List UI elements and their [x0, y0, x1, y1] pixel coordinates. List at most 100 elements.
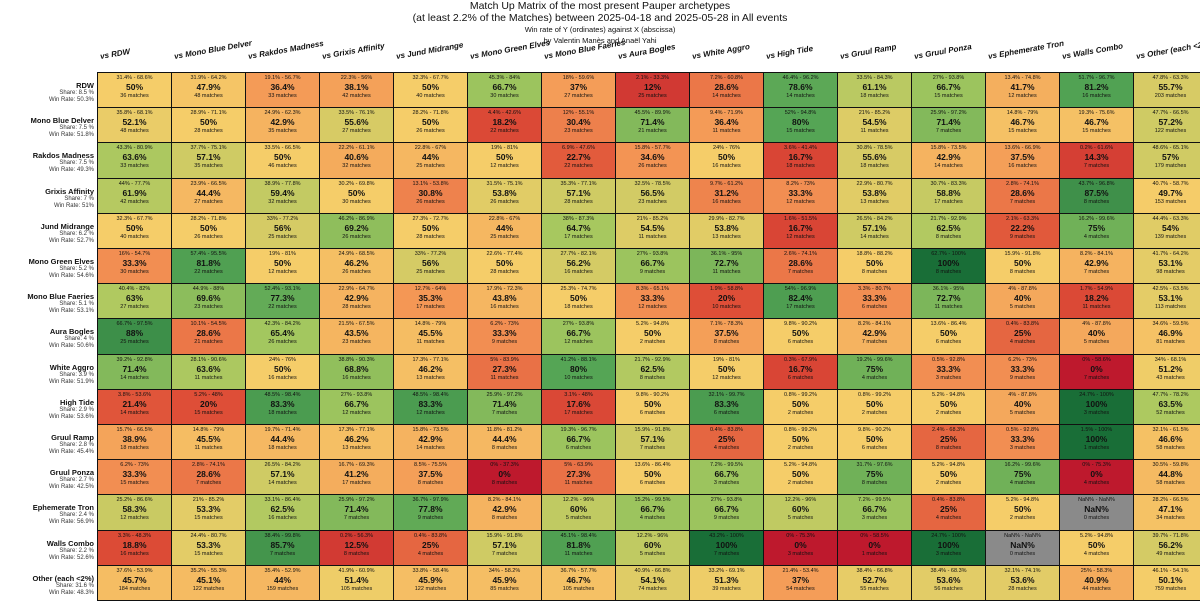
cell-win-rate: 50% [125, 222, 143, 233]
cell-win-rate: 46.2% [418, 363, 443, 374]
matchup-cell: 21.4% - 53.4% 37% 54 matches [763, 564, 838, 601]
cell-match-count: 7 matches [269, 550, 296, 557]
matchup-cell: 51.7% - 96.7% 81.2% 16 matches [1059, 72, 1134, 109]
cell-match-count: 8 matches [935, 445, 962, 451]
cell-match-count: 11 matches [638, 233, 667, 240]
cell-win-rate: 83.3% [418, 398, 443, 409]
cell-win-rate: 54% [1161, 222, 1179, 233]
cell-win-rate: 83.3% [714, 398, 739, 409]
cell-win-rate: 12.5% [344, 539, 369, 550]
cell-match-count: 18 matches [786, 163, 815, 170]
cell-confidence-interval: 3.8% - 53.6% [117, 391, 152, 398]
cell-confidence-interval: 22.6% - 77.4% [486, 251, 523, 257]
cell-confidence-interval: 43.2% - 100% [709, 532, 744, 539]
cell-match-count: 12 matches [712, 374, 741, 381]
cell-win-rate: 55.6% [862, 152, 887, 163]
matchup-cell: 38.8% - 90.3% 68.8% 16 matches [319, 353, 394, 390]
cell-match-count: 6 matches [861, 304, 888, 311]
row-name: Rakdos Madness [32, 151, 94, 161]
row-header: Other (each <2%) Share: 31.6 % Win Rate: 4… [0, 574, 94, 597]
cell-match-count: 18 matches [120, 445, 149, 451]
cell-win-rate: 50% [125, 82, 143, 92]
cell-confidence-interval: 6.2% - 73% [1008, 356, 1037, 363]
matchup-cell: 2.6% - 74.1% 28.6% 7 matches [763, 248, 838, 285]
matchup-cell: 28.9% - 71.1% 50% 28 matches [171, 107, 246, 144]
cell-win-rate: 45.1% [196, 574, 221, 585]
cell-confidence-interval: 12% - 55.1% [562, 110, 595, 117]
row-name: High Tide [59, 397, 94, 407]
cell-match-count: 3 matches [787, 550, 814, 557]
row-name: Gruul Ponza [49, 468, 94, 478]
matchup-cell: 24.9% - 68.5% 46.2% 26 matches [319, 248, 394, 285]
matchup-cell: 25.3% - 74.7% 50% 18 matches [541, 283, 616, 320]
matchup-cell: 17.3% - 77.1% 46.2% 13 matches [393, 353, 468, 390]
cell-confidence-interval: 48.5% - 98.4% [412, 391, 449, 398]
matchup-cell: 12.2% - 96% 60% 5 matches [541, 494, 616, 531]
matchup-cell: 9.8% - 90.2% 50% 6 matches [763, 318, 838, 355]
cell-match-count: 14 matches [268, 480, 297, 487]
cell-match-count: 1 matches [1083, 445, 1110, 451]
matchup-cell: 43.3% - 80.9% 63.6% 33 matches [97, 142, 172, 179]
matchup-cell: 12% - 55.1% 30.4% 23 matches [541, 107, 616, 144]
cell-confidence-interval: 8.2% - 73% [786, 180, 815, 187]
matchup-cell: 5.2% - 94.8% 50% 4 matches [1059, 529, 1134, 566]
column-header: vs Gruul Ramp [839, 42, 898, 61]
cell-win-rate: 71.4% [122, 363, 147, 374]
cell-win-rate: 43.5% [344, 328, 369, 339]
cell-confidence-interval: 22.8% - 67% [488, 215, 521, 222]
matchup-cell: 26.5% - 84.2% 57.1% 14 matches [837, 212, 912, 249]
cell-match-count: 16 matches [342, 374, 371, 381]
matchup-cell: 2.4% - 68.3% 25% 8 matches [911, 424, 986, 461]
cell-confidence-interval: 36.1% - 95% [932, 286, 965, 293]
row-header: Mono Green Elves Share: 5.2 % Win Rate: 54… [0, 257, 94, 280]
matchup-cell: 36.7% - 97.9% 77.8% 9 matches [393, 494, 468, 531]
cell-match-count: 12 matches [786, 198, 815, 205]
cell-match-count: 18 matches [268, 409, 297, 416]
cell-win-rate: 21.4% [122, 398, 147, 409]
cell-win-rate: 46.2% [344, 434, 369, 444]
cell-confidence-interval: 40.9% - 66.8% [634, 567, 671, 574]
cell-match-count: 122 matches [192, 585, 225, 592]
row-header: RDW Share: 8.5 % Win Rate: 50.3% [0, 81, 94, 104]
column-header: vs Rakdos Madness [247, 38, 325, 61]
cell-confidence-interval: 31.4% - 68.6% [116, 75, 153, 81]
cell-win-rate: 62.5% [936, 222, 961, 233]
cell-confidence-interval: 16.2% - 99.6% [1078, 215, 1115, 222]
matchup-cell: 1.5% - 100% 100% 1 matches [1059, 424, 1134, 461]
matchup-cell: 48.5% - 98.4% 83.3% 12 matches [393, 388, 468, 425]
cell-win-rate: 50% [791, 469, 809, 480]
matchup-cell: 48.5% - 98.4% 83.3% 18 matches [245, 388, 320, 425]
cell-match-count: 28 matches [1008, 585, 1037, 592]
matchup-cell: 34% - 58.2% 45.9% 85 matches [467, 564, 542, 601]
cell-win-rate: 51.2% [1158, 363, 1183, 374]
cell-match-count: 22 matches [490, 128, 519, 135]
cell-confidence-interval: 21.5% - 67.5% [338, 321, 375, 328]
matchup-cell: 3.3% - 80.7% 33.3% 6 matches [837, 283, 912, 320]
cell-match-count: 36 matches [120, 93, 149, 99]
cell-match-count: 7 matches [1083, 269, 1110, 275]
matchup-cell: 27% - 93.8% 66.7% 9 matches [689, 494, 764, 531]
matchup-cell: 33.5% - 66.5% 50% 46 matches [245, 142, 320, 179]
cell-match-count: 23 matches [564, 128, 593, 135]
matchup-cell: 28.2% - 71.8% 50% 26 matches [171, 212, 246, 249]
cell-win-rate: 25% [939, 434, 957, 444]
row-name: Aura Bogles [49, 327, 94, 337]
matchup-cell: 0.2% - 56.3% 12.5% 8 matches [319, 529, 394, 566]
matchup-cell: 45.3% - 84% 66.7% 30 matches [467, 72, 542, 109]
cell-win-rate: 50% [495, 258, 513, 268]
cell-win-rate: 33.3% [122, 258, 147, 268]
cell-confidence-interval: 6.2% - 73% [490, 321, 519, 328]
cell-confidence-interval: 30.7% - 83.3% [930, 180, 967, 187]
matchup-cell: 34% - 68.1% 51.2% 43 matches [1133, 353, 1200, 390]
cell-win-rate: 60% [643, 539, 661, 550]
cell-confidence-interval: 8.2% - 84.1% [857, 321, 892, 328]
cell-confidence-interval: 0.3% - 67.9% [783, 356, 818, 363]
cell-win-rate: 63.6% [122, 152, 147, 163]
cell-confidence-interval: 9.7% - 61.2% [709, 180, 744, 187]
cell-match-count: 105 matches [562, 585, 595, 592]
cell-win-rate: 40% [1013, 398, 1031, 409]
cell-win-rate: 42.9% [270, 117, 295, 128]
matchup-cell: 0% - 75.3% 0% 4 matches [1059, 459, 1134, 496]
cell-win-rate: 46.7% [1084, 117, 1109, 128]
cell-match-count: 12 matches [1008, 93, 1037, 99]
